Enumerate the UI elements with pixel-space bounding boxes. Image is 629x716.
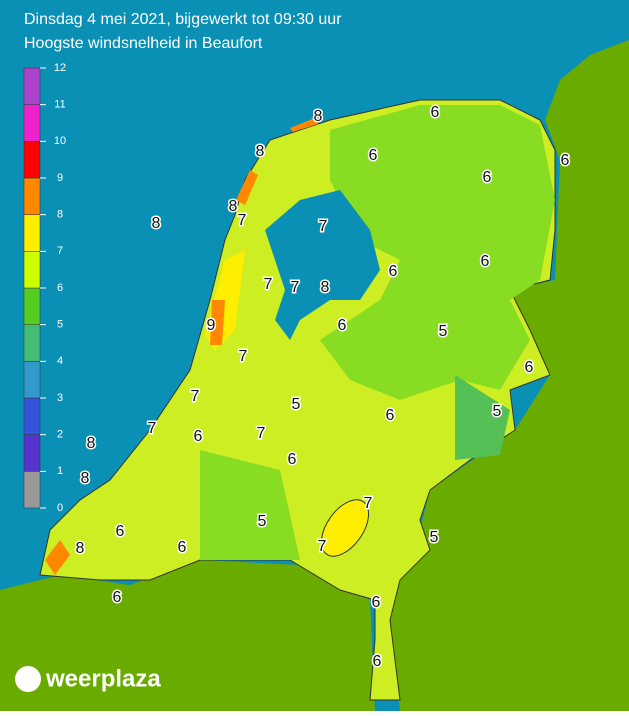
wind-label: 6 xyxy=(561,152,570,169)
legend-tick-label: 6 xyxy=(57,282,63,294)
legend-swatch xyxy=(23,104,41,142)
legend-tick-label: 7 xyxy=(57,245,63,257)
wind-label: 7 xyxy=(148,420,157,437)
legend-swatch xyxy=(23,67,41,105)
wind-label: 8 xyxy=(76,540,85,557)
wind-label: 6 xyxy=(386,407,395,424)
title: Dinsdag 4 mei 2021, bijgewerkt tot 09:30… xyxy=(24,11,342,28)
wind-label: 6 xyxy=(116,523,125,540)
wind-label: 5 xyxy=(258,513,267,530)
legend-swatch xyxy=(23,471,41,509)
wind-label: 6 xyxy=(525,359,534,376)
wind-label: 5 xyxy=(493,403,502,420)
legend-tick-label: 1 xyxy=(57,465,63,477)
ijsselmeer xyxy=(265,190,380,340)
wind-label: 5 xyxy=(430,529,439,546)
land-south xyxy=(0,560,375,711)
wind-label: 6 xyxy=(481,253,490,270)
legend-tick-label: 8 xyxy=(57,209,63,221)
wind-label: 7 xyxy=(191,388,200,405)
legend-tick-label: 10 xyxy=(54,135,66,147)
wind-label: 8 xyxy=(81,470,90,487)
zone-7 xyxy=(320,499,370,557)
legend-swatch xyxy=(23,361,41,399)
land-east xyxy=(390,40,629,711)
legend-swatch xyxy=(23,177,41,215)
logo: weerplaza xyxy=(45,665,161,692)
legend-tick-label: 9 xyxy=(57,172,63,184)
logo-icon xyxy=(15,666,41,692)
zone-8-sw xyxy=(45,540,70,575)
wind-label: 8 xyxy=(229,198,238,215)
legend-swatch xyxy=(23,397,41,435)
wind-label: 6 xyxy=(178,539,187,556)
legend-swatch xyxy=(23,251,41,289)
wind-label: 7 xyxy=(364,495,373,512)
zone-9 xyxy=(210,300,225,345)
wind-label: 7 xyxy=(319,218,328,235)
legend-tick-label: 4 xyxy=(57,355,63,367)
legend-tick-label: 0 xyxy=(57,502,63,514)
wind-label: 8 xyxy=(321,279,330,296)
subtitle: Hoogste windsnelheid in Beaufort xyxy=(24,35,263,52)
legend-tick-label: 12 xyxy=(54,62,66,74)
legend-tick-label: 3 xyxy=(57,392,63,404)
green-zone-south xyxy=(200,450,300,560)
wind-label: 8 xyxy=(152,215,161,232)
green-zone-north xyxy=(320,105,555,400)
legend-tick-label: 11 xyxy=(54,99,65,111)
zone-5 xyxy=(455,375,510,460)
legend-swatch xyxy=(23,141,41,179)
wind-label: 8 xyxy=(87,435,96,452)
wind-label: 6 xyxy=(113,589,122,606)
wind-label: 6 xyxy=(373,653,382,670)
wind-label: 5 xyxy=(439,323,448,340)
legend-swatch xyxy=(23,434,41,472)
wind-label: 6 xyxy=(369,147,378,164)
wind-label: 5 xyxy=(292,396,301,413)
wind-label: 6 xyxy=(194,428,203,445)
wind-label: 7 xyxy=(291,279,300,296)
legend-tick-label: 2 xyxy=(57,429,63,441)
wind-label: 7 xyxy=(264,276,273,293)
wind-label: 7 xyxy=(238,212,247,229)
wind-label: 8 xyxy=(314,108,323,125)
wind-label: 6 xyxy=(372,594,381,611)
wind-label: 6 xyxy=(431,104,440,121)
legend-tick-label: 5 xyxy=(57,319,63,331)
wind-label: 9 xyxy=(207,317,216,334)
island-vlieland xyxy=(290,118,318,132)
wind-label: 7 xyxy=(318,538,327,555)
legend-swatch xyxy=(23,287,41,325)
wind-label: 6 xyxy=(389,263,398,280)
island-texel xyxy=(236,170,258,205)
wind-label: 6 xyxy=(483,169,492,186)
legend-swatch xyxy=(23,214,41,252)
wind-label: 7 xyxy=(239,348,248,365)
wind-label: 8 xyxy=(256,143,265,160)
wind-label: 7 xyxy=(257,425,266,442)
wind-label: 6 xyxy=(288,451,297,468)
wind-label: 6 xyxy=(338,317,347,334)
legend-swatch xyxy=(23,324,41,362)
